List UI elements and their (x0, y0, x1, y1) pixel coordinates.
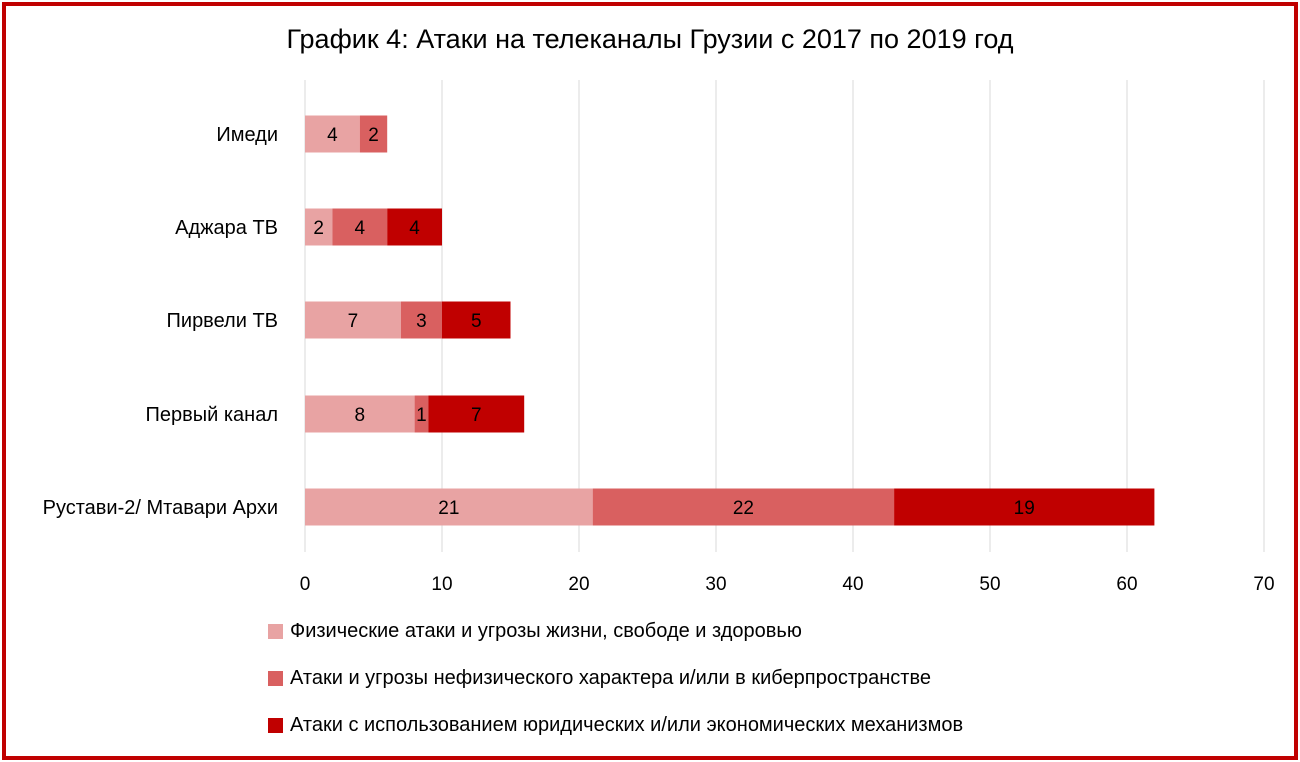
x-tick-label: 10 (431, 574, 452, 595)
bar-segment (305, 115, 360, 153)
legend-label: Атаки с использованием юридических и/или… (290, 714, 964, 736)
data-label: 22 (733, 498, 754, 519)
chart-title: График 4: Атаки на телеканалы Грузии с 2… (286, 24, 1014, 54)
data-label: 19 (1014, 498, 1035, 519)
category-label: Рустави-2/ Мтавари Архи (43, 497, 278, 519)
data-label: 5 (471, 311, 482, 332)
x-tick-labels: 0 10 20 30 40 50 60 70 (300, 574, 1275, 595)
legend-label: Атаки и угрозы нефизического характера и… (290, 667, 931, 689)
x-tick-label: 60 (1116, 574, 1137, 595)
data-label: 3 (416, 311, 427, 332)
bar-segment (592, 488, 895, 526)
bar-segment (414, 395, 429, 433)
bar-segment (332, 208, 388, 246)
bar-segment (428, 395, 525, 433)
category-label: Имеди (216, 124, 278, 146)
bar-segment (442, 301, 511, 339)
x-tick-label: 30 (705, 574, 726, 595)
bars (305, 115, 1155, 526)
data-label: 4 (409, 218, 420, 239)
x-tick-label: 40 (842, 574, 863, 595)
data-label: 1 (416, 405, 427, 426)
bar-segment (359, 115, 388, 153)
data-label: 21 (438, 498, 459, 519)
data-label: 8 (355, 405, 366, 426)
bar-segment (305, 208, 333, 246)
x-tick-label: 70 (1253, 574, 1274, 595)
data-label: 4 (355, 218, 366, 239)
data-label: 7 (348, 311, 359, 332)
bar-segment (305, 488, 593, 526)
bar-segment (305, 301, 401, 339)
category-label: Первый канал (146, 404, 279, 426)
legend-swatch (268, 671, 283, 686)
data-labels: 4 22 4 47 3 58 1 721 22 19 (313, 125, 1034, 519)
bar-segment (387, 208, 442, 246)
x-tick-label: 0 (300, 574, 311, 595)
legend-item: Атаки и угрозы нефизического характера и… (268, 667, 931, 690)
legend-swatch (268, 624, 283, 639)
category-label: Пирвели ТВ (167, 310, 278, 332)
data-label: 4 (327, 125, 338, 146)
gridlines (304, 80, 1265, 552)
bar-segment (894, 488, 1155, 526)
legend-item: Физические атаки и угрозы жизни, свободе… (268, 620, 802, 643)
bar-segment (305, 395, 415, 433)
category-label: Аджара ТВ (175, 217, 278, 239)
category-labels: Имеди Аджара ТВ Пирвели ТВ Первый канал Руст… (43, 124, 278, 519)
x-tick-label: 50 (979, 574, 1000, 595)
data-label: 2 (368, 125, 379, 146)
legend-label: Физические атаки и угрозы жизни, свободе… (290, 620, 802, 642)
data-label: 7 (471, 405, 482, 426)
bar-segment (400, 301, 442, 339)
x-tick-label: 20 (568, 574, 589, 595)
data-label: 2 (313, 218, 324, 239)
legend-item: Атаки с использованием юридических и/или… (268, 714, 963, 737)
legend-swatch (268, 718, 283, 733)
